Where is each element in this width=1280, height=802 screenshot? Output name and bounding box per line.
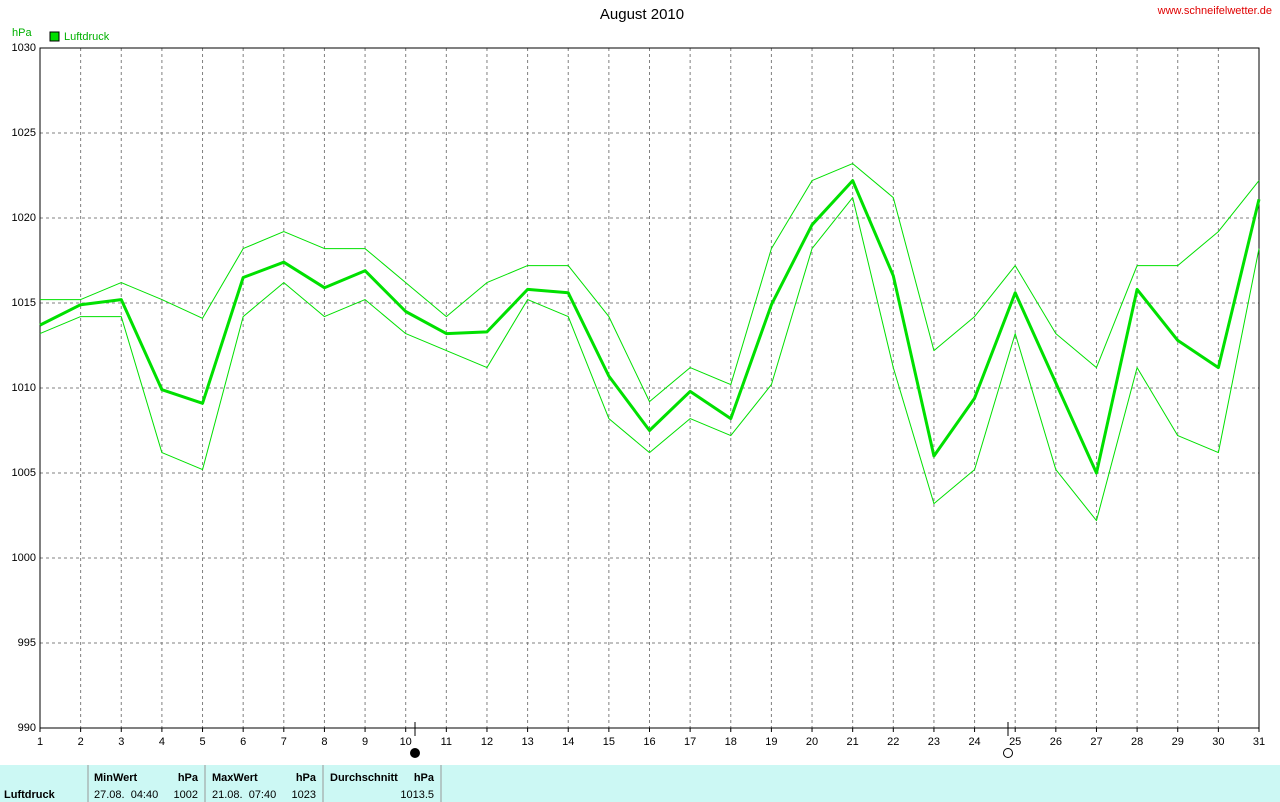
source-label: www.schneifelwetter.de <box>1157 5 1272 17</box>
y-tick-label: 1025 <box>12 127 36 139</box>
x-tick-label: 1 <box>37 736 43 748</box>
legend-swatch <box>49 31 60 42</box>
x-tick-label: 27 <box>1090 736 1102 748</box>
new-moon-icon <box>1003 748 1013 758</box>
x-tick-label: 16 <box>643 736 655 748</box>
stats-header: Durchschnitt <box>330 772 398 784</box>
stats-time: 27.08. 04:40 <box>94 789 158 801</box>
plot-frame <box>39 47 1260 729</box>
x-tick-label: 2 <box>78 736 84 748</box>
y-tick-label: 1020 <box>12 212 36 224</box>
legend-label: Luftdruck <box>64 31 110 43</box>
x-tick-label: 6 <box>240 736 246 748</box>
x-tick-label: 22 <box>887 736 899 748</box>
x-tick-label: 15 <box>603 736 615 748</box>
stats-time: 21.08. 07:40 <box>212 789 276 801</box>
y-tick-label: 1005 <box>12 467 36 479</box>
x-tick-label: 4 <box>159 736 165 748</box>
stats-unit: hPa <box>178 772 199 784</box>
x-tick-label: 11 <box>441 736 452 748</box>
x-tick-label: 9 <box>362 736 368 748</box>
y-tick-label: 990 <box>18 722 36 734</box>
stats-label: Luftdruck <box>4 789 56 801</box>
x-tick-label: 30 <box>1212 736 1224 748</box>
x-tick-label: 20 <box>806 736 818 748</box>
x-tick-label: 7 <box>281 736 287 748</box>
stats-unit: hPa <box>296 772 317 784</box>
stats-unit: hPa <box>414 772 435 784</box>
x-tick-label: 19 <box>765 736 777 748</box>
x-tick-label: 3 <box>118 736 124 748</box>
x-tick-label: 17 <box>684 736 696 748</box>
stats-dividers <box>87 765 442 802</box>
line-series <box>40 163 1260 403</box>
x-tick-label: 28 <box>1131 736 1143 748</box>
x-tick-label: 5 <box>199 736 205 748</box>
x-tick-label: 10 <box>400 736 412 748</box>
line-series <box>39 197 1260 522</box>
line-series <box>39 179 1261 475</box>
x-tick-label: 23 <box>928 736 940 748</box>
x-tick-label: 25 <box>1009 736 1021 748</box>
chart-title: August 2010 <box>600 6 684 23</box>
x-tick-label: 29 <box>1172 736 1184 748</box>
x-tick-label: 18 <box>725 736 737 748</box>
y-tick-label: 1030 <box>12 42 36 54</box>
x-tick-label: 24 <box>968 736 980 748</box>
full-moon-icon <box>410 748 420 758</box>
stats-header: MaxWert <box>212 772 258 784</box>
stats-value: 1002 <box>174 789 198 801</box>
x-tick-label: 21 <box>847 736 859 748</box>
x-tick-label: 12 <box>481 736 493 748</box>
x-tick-label: 26 <box>1050 736 1062 748</box>
stats-panel <box>0 765 1280 802</box>
x-tick-label: 8 <box>321 736 327 748</box>
y-tick-label: 1010 <box>12 382 36 394</box>
y-tick-label: 995 <box>18 637 36 649</box>
y-axis-unit: hPa <box>12 27 32 39</box>
x-tick-label: 13 <box>521 736 533 748</box>
stats-value: 1023 <box>292 789 316 801</box>
stats-header: MinWert <box>94 772 138 784</box>
x-tick-label: 14 <box>562 736 574 748</box>
y-tick-label: 1000 <box>12 552 36 564</box>
stats-value: 1013.5 <box>400 789 434 801</box>
x-tick-label: 31 <box>1253 736 1265 748</box>
y-tick-label: 1015 <box>12 297 36 309</box>
